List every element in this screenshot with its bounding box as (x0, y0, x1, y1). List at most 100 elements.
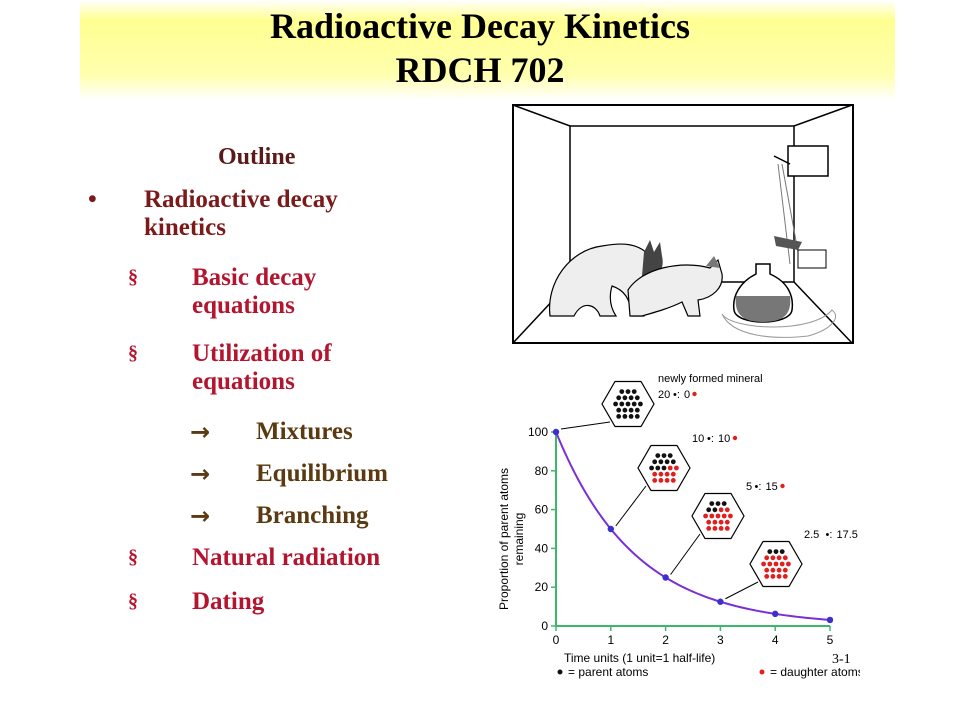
data-point (552, 428, 560, 436)
data-point (607, 525, 614, 533)
ratio-daughter-label: 15 (766, 481, 778, 493)
daughter-atom (732, 435, 738, 441)
parent-atom (619, 401, 625, 407)
legend-daughter-label: = daughter atoms (770, 665, 860, 679)
daughter-atom (776, 555, 782, 561)
parent-atom (652, 459, 658, 465)
parent-atom (613, 401, 618, 407)
daughter-atom (780, 483, 785, 489)
parent-atom (625, 389, 631, 394)
ratio-parent-label: 10 (692, 433, 704, 445)
daughter-atom (715, 513, 721, 519)
outline-item-text: equations (192, 368, 295, 395)
daughter-atom (664, 471, 670, 477)
y-axis-label-2: remaining (512, 513, 526, 566)
daughter-atom (670, 478, 676, 483)
outline-item-text: Branching (256, 502, 369, 529)
outline-item-text: Radioactive decay (144, 186, 338, 213)
parent-atom (658, 459, 664, 465)
data-point (717, 598, 724, 605)
legend-parent-marker (557, 669, 563, 675)
x-tick-label: 5 (827, 633, 834, 647)
parent-atom (670, 459, 676, 465)
arrow-right-icon: → (190, 502, 211, 530)
daughter-atom (786, 561, 791, 567)
ratio-separator: •: (673, 389, 680, 401)
outline-item-text: kinetics (144, 214, 226, 241)
parent-atom (655, 453, 661, 458)
data-point (826, 616, 834, 624)
daughter-atom (764, 574, 770, 579)
annotation-arrow (615, 485, 647, 527)
outline-item-text: Natural radiation (192, 544, 381, 571)
parent-atom (767, 549, 773, 554)
parent-atom (709, 501, 715, 506)
decay-curve (555, 431, 831, 621)
ratio-daughter-label: 10 (718, 433, 730, 445)
legend-parent-label: = parent atoms (568, 665, 648, 679)
ratio-parent-label: 2.5 (804, 529, 819, 541)
daughter-atom (670, 471, 676, 477)
parent-atom (628, 395, 634, 401)
parent-atom (706, 507, 712, 513)
parent-atom (616, 414, 622, 419)
daughter-atom (724, 507, 730, 513)
daughter-atom (712, 519, 718, 525)
x-tick-label: 0 (553, 633, 560, 647)
outline-item-text: Dating (192, 588, 265, 615)
outline-item-text: equations (192, 292, 295, 319)
parent-atom (712, 507, 718, 513)
x-tick-label: 2 (662, 633, 669, 647)
daughter-atom (692, 391, 697, 397)
ratio-daughter-label: 0 (684, 389, 690, 401)
daughter-atom (652, 471, 658, 477)
parent-atom (622, 395, 628, 401)
daughter-atom (770, 555, 776, 561)
parent-atom (721, 501, 727, 506)
bullet-section: § (128, 266, 138, 288)
daughter-atom (718, 507, 724, 513)
daughter-atom (674, 465, 679, 471)
y-tick-label: 0 (541, 619, 548, 633)
parent-atom (638, 401, 643, 407)
daughter-atom (664, 478, 670, 483)
parent-atom (661, 453, 667, 458)
outline-heading: Outline (218, 144, 296, 170)
outline-item-text: Utilization of (192, 340, 332, 367)
ratio-separator: •: (826, 529, 833, 541)
daughter-atom (779, 561, 785, 567)
title-band (80, 0, 895, 100)
parent-atom (616, 395, 622, 401)
data-point (662, 574, 669, 581)
y-tick-label: 20 (535, 580, 549, 594)
parent-atom (715, 501, 721, 506)
parent-atom (649, 465, 654, 471)
daughter-atom (782, 555, 788, 561)
parent-atom (779, 549, 785, 554)
parent-atom (619, 389, 625, 394)
daughter-atom (767, 561, 773, 567)
parent-atom (773, 549, 779, 554)
annotation-arrow (670, 533, 701, 575)
parent-atom (667, 453, 673, 458)
y-tick-label: 80 (535, 464, 549, 478)
daughter-atom (709, 513, 715, 519)
daughter-atom (724, 519, 730, 525)
y-tick-label: 60 (535, 503, 549, 517)
annotation-arrow (560, 421, 611, 430)
daughter-atom (658, 478, 664, 483)
x-axis-label: Time units (1 unit=1 half-life) (564, 651, 715, 665)
parent-atom (628, 407, 634, 413)
parent-atom (634, 395, 640, 401)
daughter-atom (658, 471, 664, 477)
x-tick-label: 1 (607, 633, 614, 647)
parent-atom (625, 401, 631, 407)
y-axis-label: Proportion of parent atoms (497, 468, 511, 610)
daughter-atom (724, 526, 730, 531)
arrow-right-icon: → (190, 418, 211, 446)
y-tick-label: 40 (535, 541, 549, 555)
daughter-atom (706, 519, 712, 525)
daughter-atom (782, 567, 788, 573)
ratio-daughter-label: 17.5 (837, 529, 858, 541)
